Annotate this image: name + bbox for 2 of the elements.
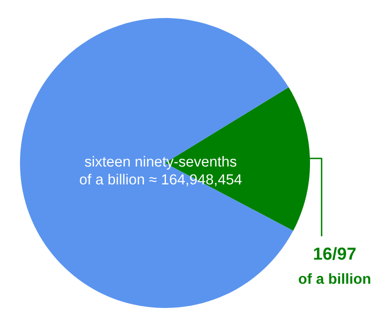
pie-slice [20, 18, 294, 308]
slice-label: 16/97 of a billion [298, 247, 370, 284]
